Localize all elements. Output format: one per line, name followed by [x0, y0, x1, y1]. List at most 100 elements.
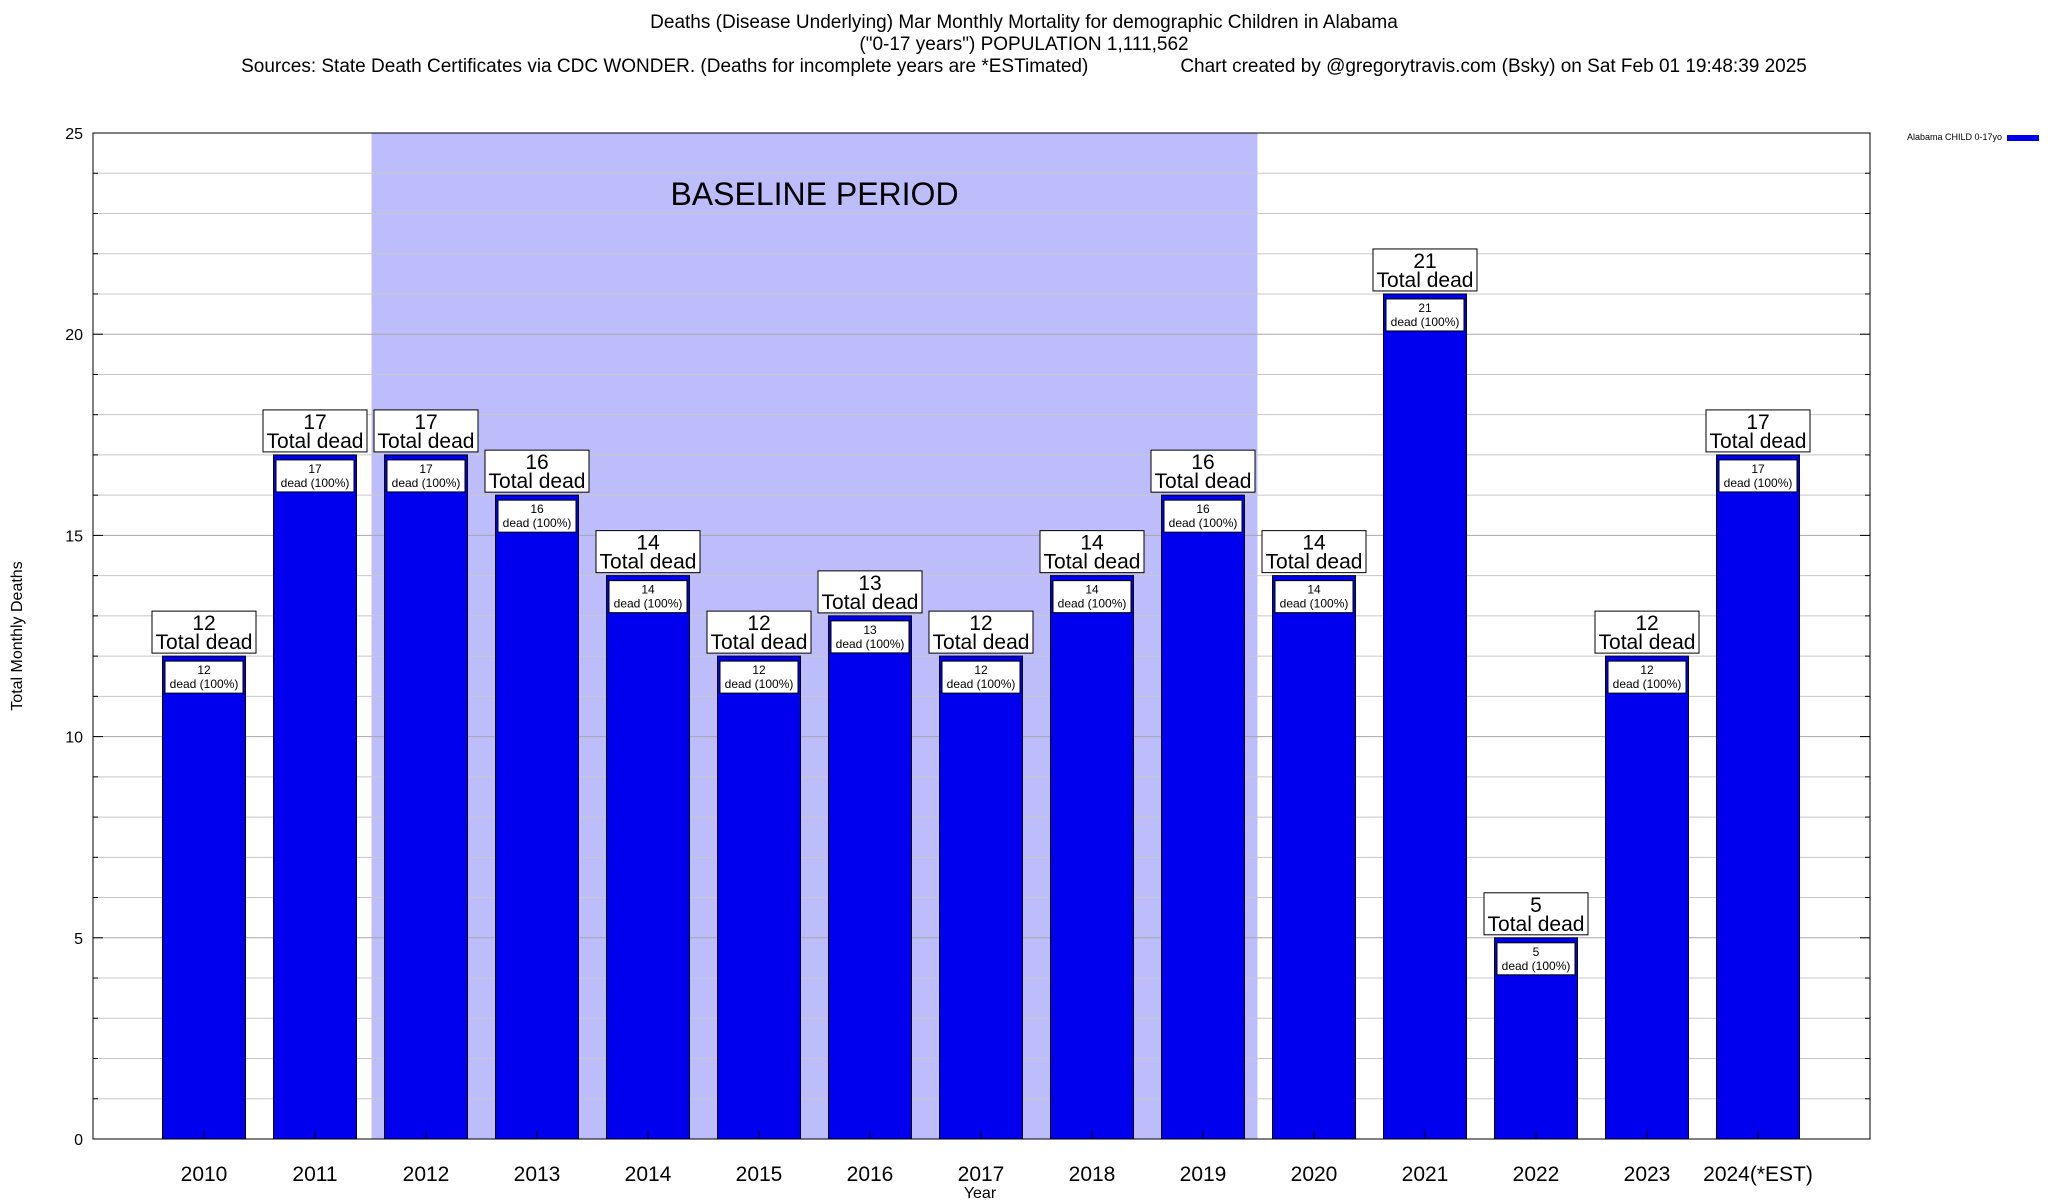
bar-total-label-box: [1483, 892, 1589, 936]
bar-total-text: Total dead: [1710, 430, 1807, 453]
bar-inner-share: dead (100%): [1502, 959, 1571, 973]
bar-inner-label-box: [1274, 580, 1354, 614]
bar-inner-share: dead (100%): [281, 476, 350, 490]
x-tick-label: 2024(*EST): [1703, 1163, 1813, 1186]
bar-inner-share: dead (100%): [836, 637, 905, 651]
bar-total-value: 12: [1635, 612, 1658, 635]
legend: Alabama CHILD 0-17yo: [1907, 132, 2039, 142]
bar-inner-label-box: [608, 580, 688, 614]
bar-inner-value: 16: [530, 502, 544, 516]
bar-total-text: Total dead: [600, 551, 697, 574]
y-tick-label: 25: [65, 126, 83, 143]
bar: [162, 655, 246, 1140]
bar-inner-label-box: [1385, 298, 1465, 332]
bar: [828, 615, 912, 1140]
x-tick-label: 2012: [403, 1163, 450, 1186]
bar-inner-share: dead (100%): [1391, 315, 1460, 329]
bar-inner-value: 12: [197, 663, 211, 677]
y-tick-label: 5: [74, 931, 83, 948]
bar-total-value: 14: [1302, 532, 1326, 555]
bar-total-text: Total dead: [1599, 631, 1696, 654]
bar-total-label-box: [1150, 449, 1256, 493]
bar-total-label-box: [1261, 530, 1367, 574]
bar-inner-label-box: [941, 660, 1021, 694]
bar-total-text: Total dead: [822, 591, 919, 614]
bar-inner-value: 14: [1307, 583, 1321, 597]
bar-inner-label-box: [1718, 459, 1798, 493]
bar-inner-value: 12: [752, 663, 766, 677]
x-tick-label: 2014: [625, 1163, 672, 1186]
bar-inner-label-box: [1052, 580, 1132, 614]
legend-series-name: Alabama CHILD 0-17yo: [1907, 132, 2002, 142]
x-tick-label: 2021: [1402, 1163, 1449, 1186]
bar-total-text: Total dead: [267, 430, 364, 453]
bar-inner-label-box: [1607, 660, 1687, 694]
bar-total-value: 12: [747, 612, 770, 635]
bar-inner-value: 17: [1751, 462, 1765, 476]
bar-inner-share: dead (100%): [1169, 516, 1238, 530]
bar-inner-value: 12: [1640, 663, 1654, 677]
bar: [939, 655, 1023, 1140]
bar-inner-share: dead (100%): [1058, 597, 1127, 611]
bar-inner-value: 16: [1196, 502, 1210, 516]
x-tick-label: 2019: [1180, 1163, 1227, 1186]
y-tick-label: 20: [65, 327, 83, 344]
bar: [717, 655, 801, 1140]
bars: [162, 293, 1800, 1140]
bar-inner-value: 12: [974, 663, 988, 677]
baseline-label: BASELINE PERIOD: [670, 176, 958, 212]
chart-subtitle: ("0-17 years") POPULATION 1,111,562: [859, 34, 1189, 55]
axis-ticks: 0 5 10 15 20 25 2010 2011 2012 2013 2014 2015 2016 20…: [65, 126, 1870, 1186]
bar-total-text: Total dead: [1377, 269, 1474, 292]
bar-inner-value: 14: [1085, 583, 1099, 597]
chart-sources: Sources: State Death Certificates via CD…: [241, 56, 1089, 77]
bar-total-value: 16: [525, 451, 548, 474]
bar: [384, 454, 468, 1140]
bar-total-value: 16: [1191, 451, 1214, 474]
bar-inner-share: dead (100%): [503, 516, 572, 530]
chart-source-line: Sources: State Death Certificates via CD…: [0, 56, 2048, 78]
x-tick-label: 2015: [736, 1163, 783, 1186]
bar-total-label-box: [151, 610, 257, 654]
bar: [1716, 454, 1800, 1140]
bar-inner-share: dead (100%): [725, 677, 794, 691]
x-axis-label: Year: [964, 1185, 997, 1200]
bar-total-text: Total dead: [1488, 913, 1585, 936]
bar-total-value: 17: [414, 411, 437, 434]
bar: [1161, 494, 1245, 1140]
bar-inner-label-box: [830, 620, 910, 654]
bar: [1050, 575, 1134, 1140]
bar-total-text: Total dead: [1266, 551, 1363, 574]
bar: [1383, 293, 1467, 1140]
bar: [1605, 655, 1689, 1140]
bar-inner-label-box: [1496, 942, 1576, 976]
bar-inner-value: 14: [641, 583, 655, 597]
y-tick-label: 15: [65, 528, 83, 545]
bar-inner-label-box: [275, 459, 355, 493]
bar-total-label-box: [595, 530, 701, 574]
bar-total-label-box: [1705, 409, 1811, 453]
bar-total-label-box: [706, 610, 812, 654]
bar: [273, 454, 357, 1140]
bar-inner-value: 21: [1418, 301, 1432, 315]
bar-total-value: 12: [969, 612, 992, 635]
x-tick-label: 2017: [958, 1163, 1005, 1186]
y-tick-label: 10: [65, 730, 83, 747]
bar-inner-label-box: [164, 660, 244, 694]
y-tick-label: 0: [74, 1132, 83, 1149]
y-axis-label: Total Monthly Deaths: [9, 561, 26, 710]
x-tick-label: 2018: [1069, 1163, 1116, 1186]
x-tick-label: 2022: [1513, 1163, 1560, 1186]
bar-total-text: Total dead: [378, 430, 475, 453]
bar-inner-share: dead (100%): [1613, 677, 1682, 691]
bar-total-value: 13: [858, 572, 881, 595]
bar-total-value: 14: [1080, 532, 1104, 555]
bar-inner-share: dead (100%): [392, 476, 461, 490]
bar-total-text: Total dead: [489, 470, 586, 493]
bar-inner-value: 17: [419, 462, 433, 476]
x-tick-label: 2020: [1291, 1163, 1338, 1186]
x-tick-label: 2016: [847, 1163, 894, 1186]
x-tick-label: 2011: [292, 1163, 337, 1186]
